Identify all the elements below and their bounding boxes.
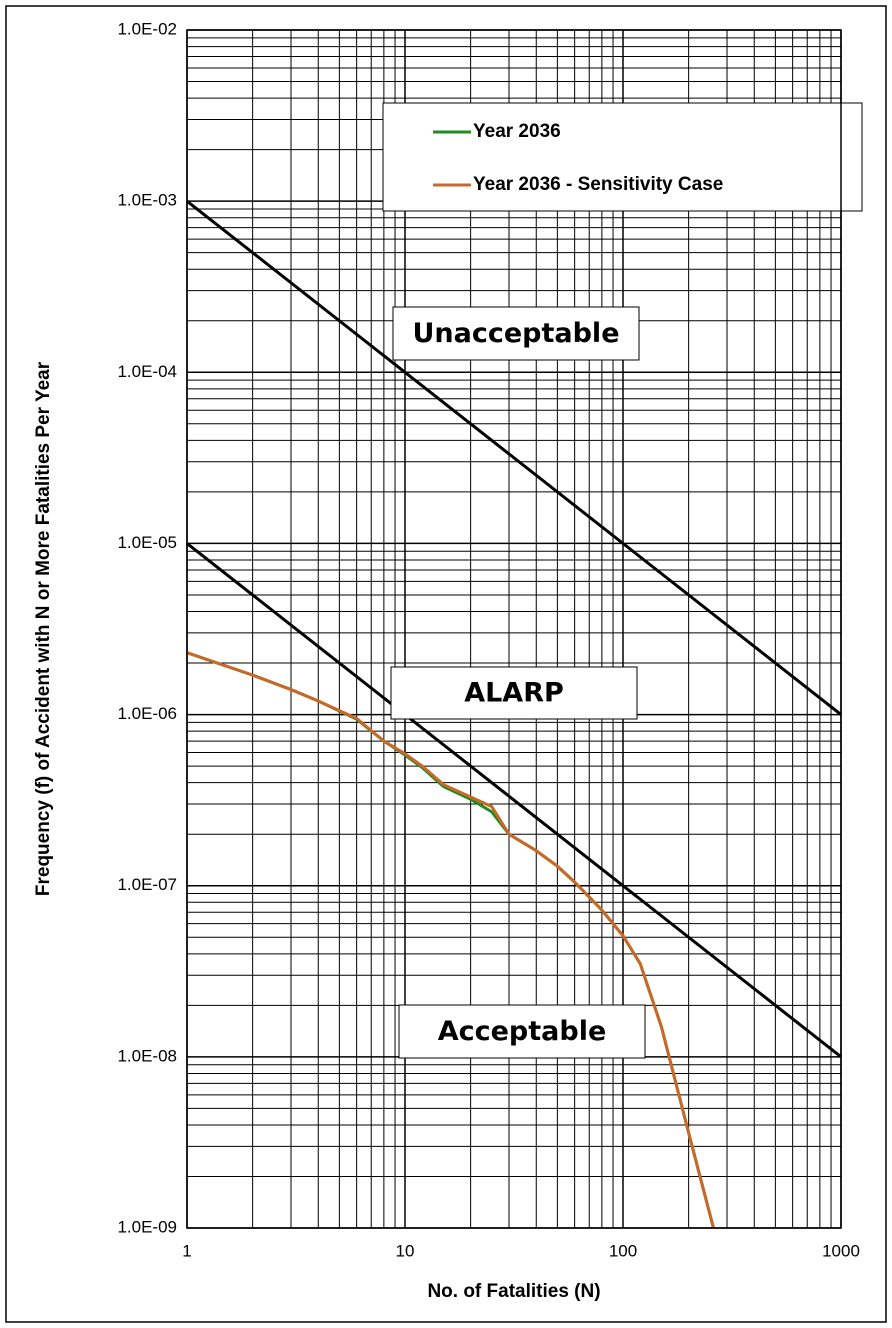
frame — [5, 5, 887, 1323]
annotation: ALARP — [464, 678, 564, 709]
y-tick-label: 1.0E-07 — [117, 875, 177, 894]
x-tick-label: 10 — [396, 1241, 415, 1260]
y-tick-label: 1.0E-04 — [117, 362, 177, 381]
plot-border — [186, 29, 842, 1229]
annotation: Acceptable — [438, 1016, 607, 1047]
legend-label: Year 2036 - Sensitivity Case — [473, 174, 723, 195]
annotation-box — [390, 666, 638, 720]
y-tick-label: 1.0E-03 — [117, 191, 177, 210]
legend-label: Year 2036 — [473, 121, 561, 142]
y-tick-label: 1.0E-02 — [117, 19, 177, 38]
y-tick-label: 1.0E-06 — [117, 704, 177, 723]
y-axis-title: Frequency (f) of Accident with N or More… — [33, 361, 54, 896]
criterion-line — [186, 199, 842, 716]
x-tick-label: 1 — [182, 1241, 191, 1260]
y-tick-label: 1.0E-05 — [117, 533, 177, 552]
x-tick-label: 100 — [609, 1241, 637, 1260]
x-tick-label: 1000 — [822, 1241, 860, 1260]
annotation: Unacceptable — [412, 318, 619, 349]
criterion-line — [186, 542, 842, 1059]
x-axis-title: No. of Fatalities (N) — [427, 1281, 600, 1302]
annotation-box — [398, 1004, 646, 1059]
y-tick-label: 1.0E-08 — [117, 1046, 177, 1065]
series-line — [186, 651, 715, 1229]
annotation-box — [392, 306, 640, 361]
y-tick-label: 1.0E-09 — [117, 1217, 177, 1236]
legend-box — [382, 102, 863, 212]
